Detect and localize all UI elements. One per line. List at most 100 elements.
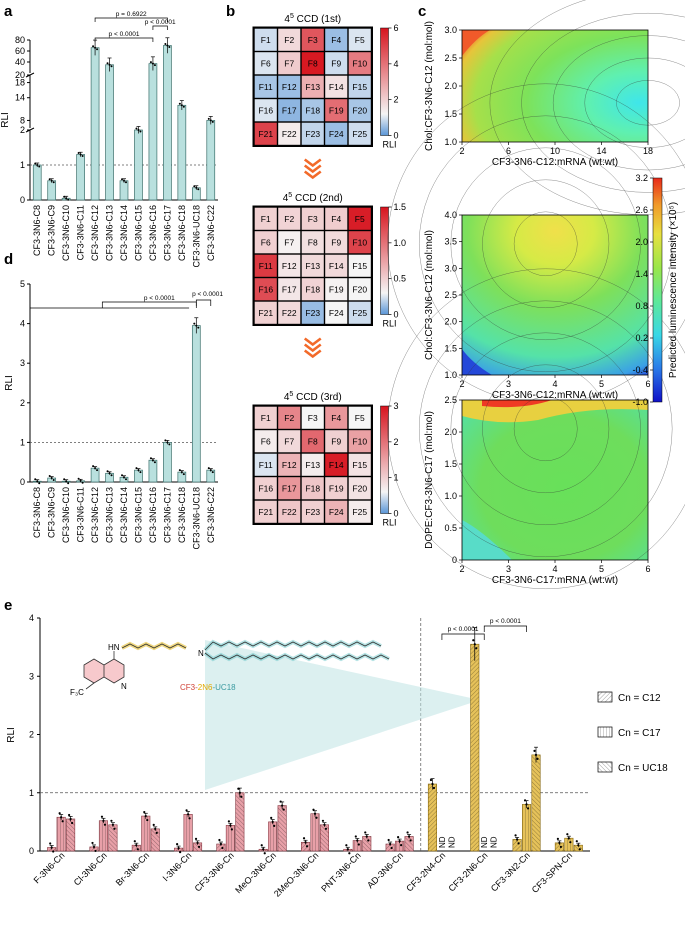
y-tick-label: 60 — [15, 46, 25, 56]
y-tick-label: 1.5 — [444, 459, 457, 469]
legend-label: Cn = C17 — [618, 728, 661, 739]
y-tick-label: 2 — [20, 125, 25, 135]
data-point — [197, 188, 200, 191]
data-point — [397, 835, 400, 839]
nd-label: ND — [480, 836, 489, 848]
heatmap-cell-label: F18 — [305, 284, 320, 294]
heatmap-cell-label: F2 — [284, 35, 294, 45]
data-point — [36, 480, 39, 483]
ring-n-label: N — [121, 682, 127, 691]
bar-hatch — [132, 845, 141, 851]
significance-bracket — [101, 301, 197, 308]
data-point — [577, 844, 580, 847]
contour-line — [521, 13, 685, 193]
heatmap-cell — [301, 231, 324, 254]
heatmap-cell — [348, 278, 371, 301]
x-tick-label: 4 — [552, 564, 557, 574]
p-value-label: p < 0.0001 — [144, 295, 175, 302]
data-point — [81, 155, 84, 157]
data-point — [238, 791, 241, 794]
y-tick-label: 18 — [15, 78, 25, 88]
x-tick-label: 14 — [596, 146, 606, 156]
chevron-down-icon — [303, 164, 322, 174]
heatmap-cell — [325, 453, 348, 476]
heatmap-cell-label: F13 — [305, 82, 320, 92]
x-tick-label: Cl-3N6-Cn — [72, 850, 109, 887]
data-point — [154, 827, 157, 830]
nd-label: ND — [490, 836, 499, 848]
data-point — [432, 786, 436, 790]
y-tick-label: 3.5 — [444, 237, 457, 247]
heatmap-cell-label: F4 — [331, 35, 341, 45]
linker-chain — [121, 643, 187, 649]
y-tick-label: 3 — [20, 358, 25, 368]
bar — [134, 129, 143, 201]
bar-hatch — [108, 824, 118, 851]
data-point — [356, 839, 359, 842]
data-point — [108, 472, 111, 475]
heatmap-cell — [348, 207, 371, 230]
heatmap-cell-label: F9 — [331, 58, 341, 68]
chevron-down-icon — [303, 158, 322, 168]
y-tick-label: 4 — [20, 319, 25, 329]
bar — [163, 45, 172, 201]
data-point — [180, 471, 183, 474]
data-point — [48, 178, 51, 181]
heatmap-cell — [278, 278, 301, 301]
chevron-down-icon — [303, 343, 322, 353]
x-tick-label: CF3-3N6-C15 — [133, 487, 143, 543]
heatmap-cell-label: F4 — [331, 413, 341, 423]
data-point — [533, 749, 536, 752]
x-tick-label: 18 — [643, 146, 653, 156]
bar-hatch — [99, 820, 108, 851]
data-point — [526, 807, 530, 810]
colorbar — [380, 27, 389, 136]
bar — [163, 442, 172, 483]
bond — [85, 651, 115, 690]
y-tick-label: 2.0 — [444, 81, 457, 91]
highlight-cone — [205, 640, 480, 790]
legend-swatch-hatch — [598, 762, 612, 772]
data-point — [179, 850, 182, 854]
heatmap-cell — [278, 99, 301, 122]
bar-hatch — [362, 836, 371, 851]
quinoline-ring — [83, 658, 125, 684]
colorbar-label: RLI — [383, 518, 397, 528]
heatmap-cell-label: F10 — [352, 237, 367, 247]
x-tick-label: CF3-3N6-C13 — [105, 205, 115, 261]
data-point — [92, 845, 96, 849]
y-tick-label: 1.0 — [444, 137, 457, 147]
x-tick-label: CF3-3N6-UC18 — [191, 205, 201, 268]
nd-label: ND — [438, 836, 447, 848]
heatmap-cell-label: F20 — [352, 105, 367, 115]
x-tick-label: 5 — [599, 379, 604, 389]
data-point — [152, 823, 155, 826]
heatmap-cell — [278, 406, 301, 429]
heatmap-cell-label: F8 — [308, 58, 318, 68]
y-axis-title: RLI — [6, 727, 17, 743]
data-point — [182, 105, 185, 108]
heatmap-cell — [254, 500, 277, 523]
heatmap-cell-label: F13 — [305, 261, 320, 271]
name-part3: -UC18 — [212, 683, 236, 692]
data-point — [364, 831, 367, 834]
data-point — [63, 195, 66, 198]
surface-hotspot — [462, 349, 492, 375]
x-tick-label: CF3-3N6-C17 — [162, 487, 172, 543]
x-tick-label: 6 — [645, 379, 650, 389]
data-point — [106, 470, 109, 473]
x-tick-label: CF3-3N6-C18 — [177, 205, 187, 261]
data-point — [71, 821, 74, 825]
legend-swatch-hatch — [598, 692, 612, 702]
heatmap-cell — [278, 231, 301, 254]
heatmap-cell — [348, 231, 371, 254]
data-point — [48, 475, 51, 478]
panel-label-c: c — [418, 3, 426, 20]
y-tick-label: 2.5 — [444, 290, 457, 300]
data-point — [81, 481, 84, 484]
heatmap-cell — [254, 231, 277, 254]
heatmap-cell — [278, 28, 301, 51]
y-tick-label: 1.0 — [444, 491, 457, 501]
heatmap-cell-label: F5 — [355, 214, 365, 224]
heatmap-cell — [254, 28, 277, 51]
